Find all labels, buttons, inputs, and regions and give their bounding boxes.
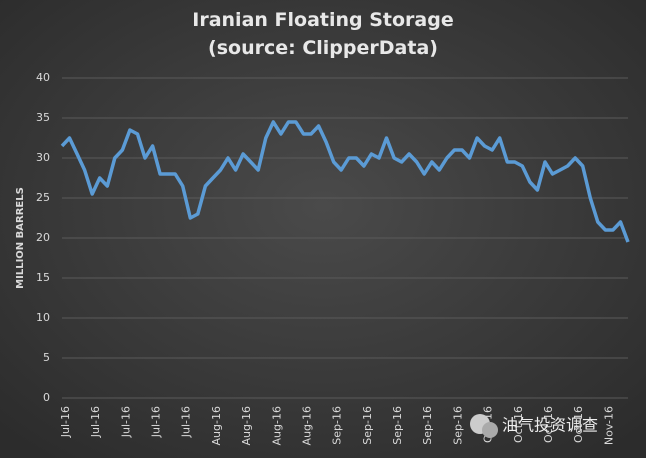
x-tick-label: Aug-16 [210, 406, 223, 445]
y-tick-label: 40 [36, 71, 50, 84]
x-tick-label: Oct-16 [542, 406, 555, 443]
chart-title: Iranian Floating Storage [192, 9, 453, 31]
y-tick-label: 10 [36, 311, 50, 324]
x-tick-label: Oct-16 [512, 406, 525, 443]
x-tick-label: Aug-16 [270, 406, 283, 445]
y-tick-label: 35 [36, 111, 50, 124]
x-tick-label: Nov-16 [602, 406, 615, 445]
x-tick-label: Sep-16 [421, 406, 434, 445]
x-tick-label: Sep-16 [451, 406, 464, 445]
x-tick-label: Jul-16 [180, 406, 193, 438]
x-tick-label: Aug-16 [300, 406, 313, 445]
x-tick-label: Jul-16 [150, 406, 163, 438]
x-tick-label: Sep-16 [331, 406, 344, 445]
watermark: 油气投资调查 [470, 414, 598, 438]
y-tick-label: 30 [36, 151, 50, 164]
data-line [60, 120, 630, 243]
x-tick-label: Sep-16 [361, 406, 374, 445]
x-tick-label: Sep-16 [391, 406, 404, 445]
x-tick-label: Oct-16 [572, 406, 585, 443]
watermark-icon [482, 422, 498, 438]
x-tick-label: Jul-16 [59, 406, 72, 438]
chart-subtitle: (source: ClipperData) [208, 37, 438, 59]
y-tick-label: 25 [36, 191, 50, 204]
y-tick-label: 20 [36, 231, 50, 244]
x-tick-label: Aug-16 [240, 406, 253, 445]
y-tick-label: 15 [36, 271, 50, 284]
y-axis-label: MILLION BARRELS [15, 187, 26, 289]
x-tick-label: Jul-16 [89, 406, 102, 438]
y-tick-label: 5 [43, 351, 50, 364]
x-tick-label: Jul-16 [119, 406, 132, 438]
watermark-text: 油气投资调查 [502, 416, 598, 435]
y-tick-label: 0 [43, 391, 50, 404]
